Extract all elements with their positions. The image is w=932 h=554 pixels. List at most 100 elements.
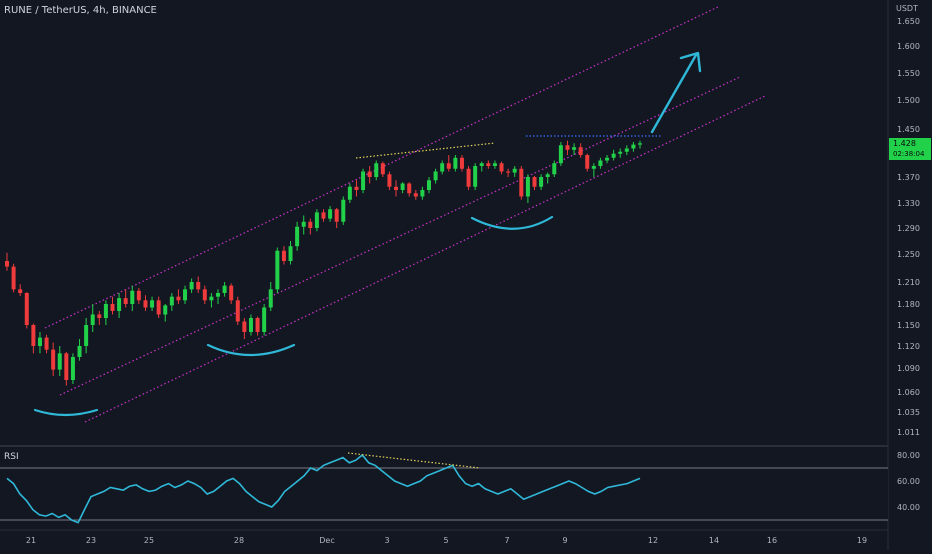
candle bbox=[558, 142, 563, 166]
price-tick-label: 1.370 bbox=[897, 173, 920, 182]
candle-body bbox=[275, 250, 280, 290]
candle bbox=[44, 334, 49, 354]
candle-body bbox=[216, 293, 220, 297]
candle-body bbox=[591, 166, 596, 169]
candle bbox=[314, 209, 319, 232]
candle bbox=[479, 161, 484, 172]
candle bbox=[624, 145, 629, 155]
candle-body bbox=[248, 318, 253, 332]
candle bbox=[545, 172, 550, 184]
candle-body bbox=[24, 293, 29, 325]
price-axis: 1.6501.6001.5501.5001.4501.4101.3701.330… bbox=[887, 0, 920, 550]
candle bbox=[5, 252, 9, 271]
candle-body bbox=[354, 186, 359, 190]
channel-line bbox=[59, 76, 741, 396]
candle bbox=[585, 153, 590, 172]
candle-body bbox=[130, 290, 135, 304]
candle bbox=[248, 314, 253, 336]
price-tick-label: 1.650 bbox=[897, 17, 920, 26]
price-tag-box bbox=[889, 138, 931, 160]
candle bbox=[598, 157, 603, 169]
candle-body bbox=[163, 305, 168, 315]
candle bbox=[321, 209, 326, 222]
candle-body bbox=[150, 300, 155, 308]
time-tick-label: 25 bbox=[144, 536, 154, 545]
candle-body bbox=[539, 177, 544, 187]
candle bbox=[446, 155, 451, 172]
candle-body bbox=[400, 183, 405, 190]
candle-body bbox=[361, 171, 366, 190]
candle bbox=[136, 287, 141, 304]
arrow-shaft bbox=[650, 53, 698, 134]
candle-body bbox=[459, 157, 464, 169]
candle-body bbox=[262, 307, 267, 332]
candle-body bbox=[479, 163, 484, 166]
candle bbox=[51, 342, 56, 376]
channel-lines bbox=[44, 5, 766, 423]
candle-body bbox=[453, 157, 458, 169]
candle bbox=[229, 283, 234, 304]
candle-body bbox=[486, 163, 491, 166]
candle bbox=[367, 166, 372, 184]
candle bbox=[506, 168, 511, 177]
candle-body bbox=[374, 163, 379, 177]
candle-body bbox=[44, 337, 49, 350]
candle-body bbox=[110, 304, 115, 311]
candle-body bbox=[440, 163, 445, 172]
candle-body bbox=[334, 209, 339, 222]
candle bbox=[242, 318, 247, 339]
candle-body bbox=[499, 163, 504, 172]
candle-body bbox=[5, 261, 9, 267]
candle bbox=[117, 293, 122, 318]
time-tick-label: 12 bbox=[648, 536, 658, 545]
candle bbox=[189, 278, 194, 293]
candle bbox=[202, 285, 207, 304]
candle-body bbox=[229, 285, 234, 301]
candle bbox=[374, 160, 379, 181]
candle bbox=[209, 293, 214, 308]
candle bbox=[492, 160, 497, 169]
candle bbox=[31, 323, 36, 354]
price-tick-label: 1.120 bbox=[897, 342, 920, 351]
candle-body bbox=[11, 266, 16, 290]
candle-body bbox=[380, 163, 385, 175]
rsi-band-fill bbox=[0, 468, 888, 520]
last-price-tag: 1.428 02:38:04 bbox=[889, 138, 931, 160]
rsi-tick-label: 40.00 bbox=[897, 503, 920, 512]
candle bbox=[611, 149, 616, 161]
time-tick-label: 5 bbox=[443, 536, 448, 545]
candle bbox=[420, 186, 425, 200]
bottom-arc bbox=[470, 215, 554, 230]
candle-body bbox=[202, 289, 207, 301]
candle-body bbox=[97, 314, 102, 318]
price-tick-label: 1.180 bbox=[897, 300, 920, 309]
price-tick-label: 1.500 bbox=[897, 96, 920, 105]
candle-body bbox=[301, 221, 306, 227]
candle-body bbox=[328, 209, 333, 219]
candle-body bbox=[51, 349, 56, 370]
candle-body bbox=[558, 145, 563, 164]
time-tick-label: 28 bbox=[234, 536, 244, 545]
candle-body bbox=[222, 285, 227, 293]
candle-body bbox=[268, 289, 273, 308]
candle bbox=[440, 160, 445, 175]
time-tick-label: 7 bbox=[504, 536, 509, 545]
candle bbox=[565, 140, 570, 155]
candle-body bbox=[605, 157, 610, 161]
candle-body bbox=[308, 221, 313, 228]
candle-body bbox=[565, 145, 570, 150]
candle bbox=[301, 215, 306, 235]
candle-body bbox=[545, 174, 550, 177]
candle bbox=[380, 161, 385, 177]
candle-body bbox=[631, 144, 636, 149]
candle bbox=[255, 316, 260, 336]
price-tag-value: 1.428 bbox=[893, 139, 916, 148]
candle bbox=[407, 182, 412, 197]
currency-unit: USDT bbox=[896, 4, 918, 13]
candle-body bbox=[90, 314, 95, 325]
candle bbox=[18, 284, 23, 296]
candle bbox=[90, 304, 95, 332]
candle bbox=[539, 174, 544, 190]
candle-body bbox=[183, 289, 188, 301]
